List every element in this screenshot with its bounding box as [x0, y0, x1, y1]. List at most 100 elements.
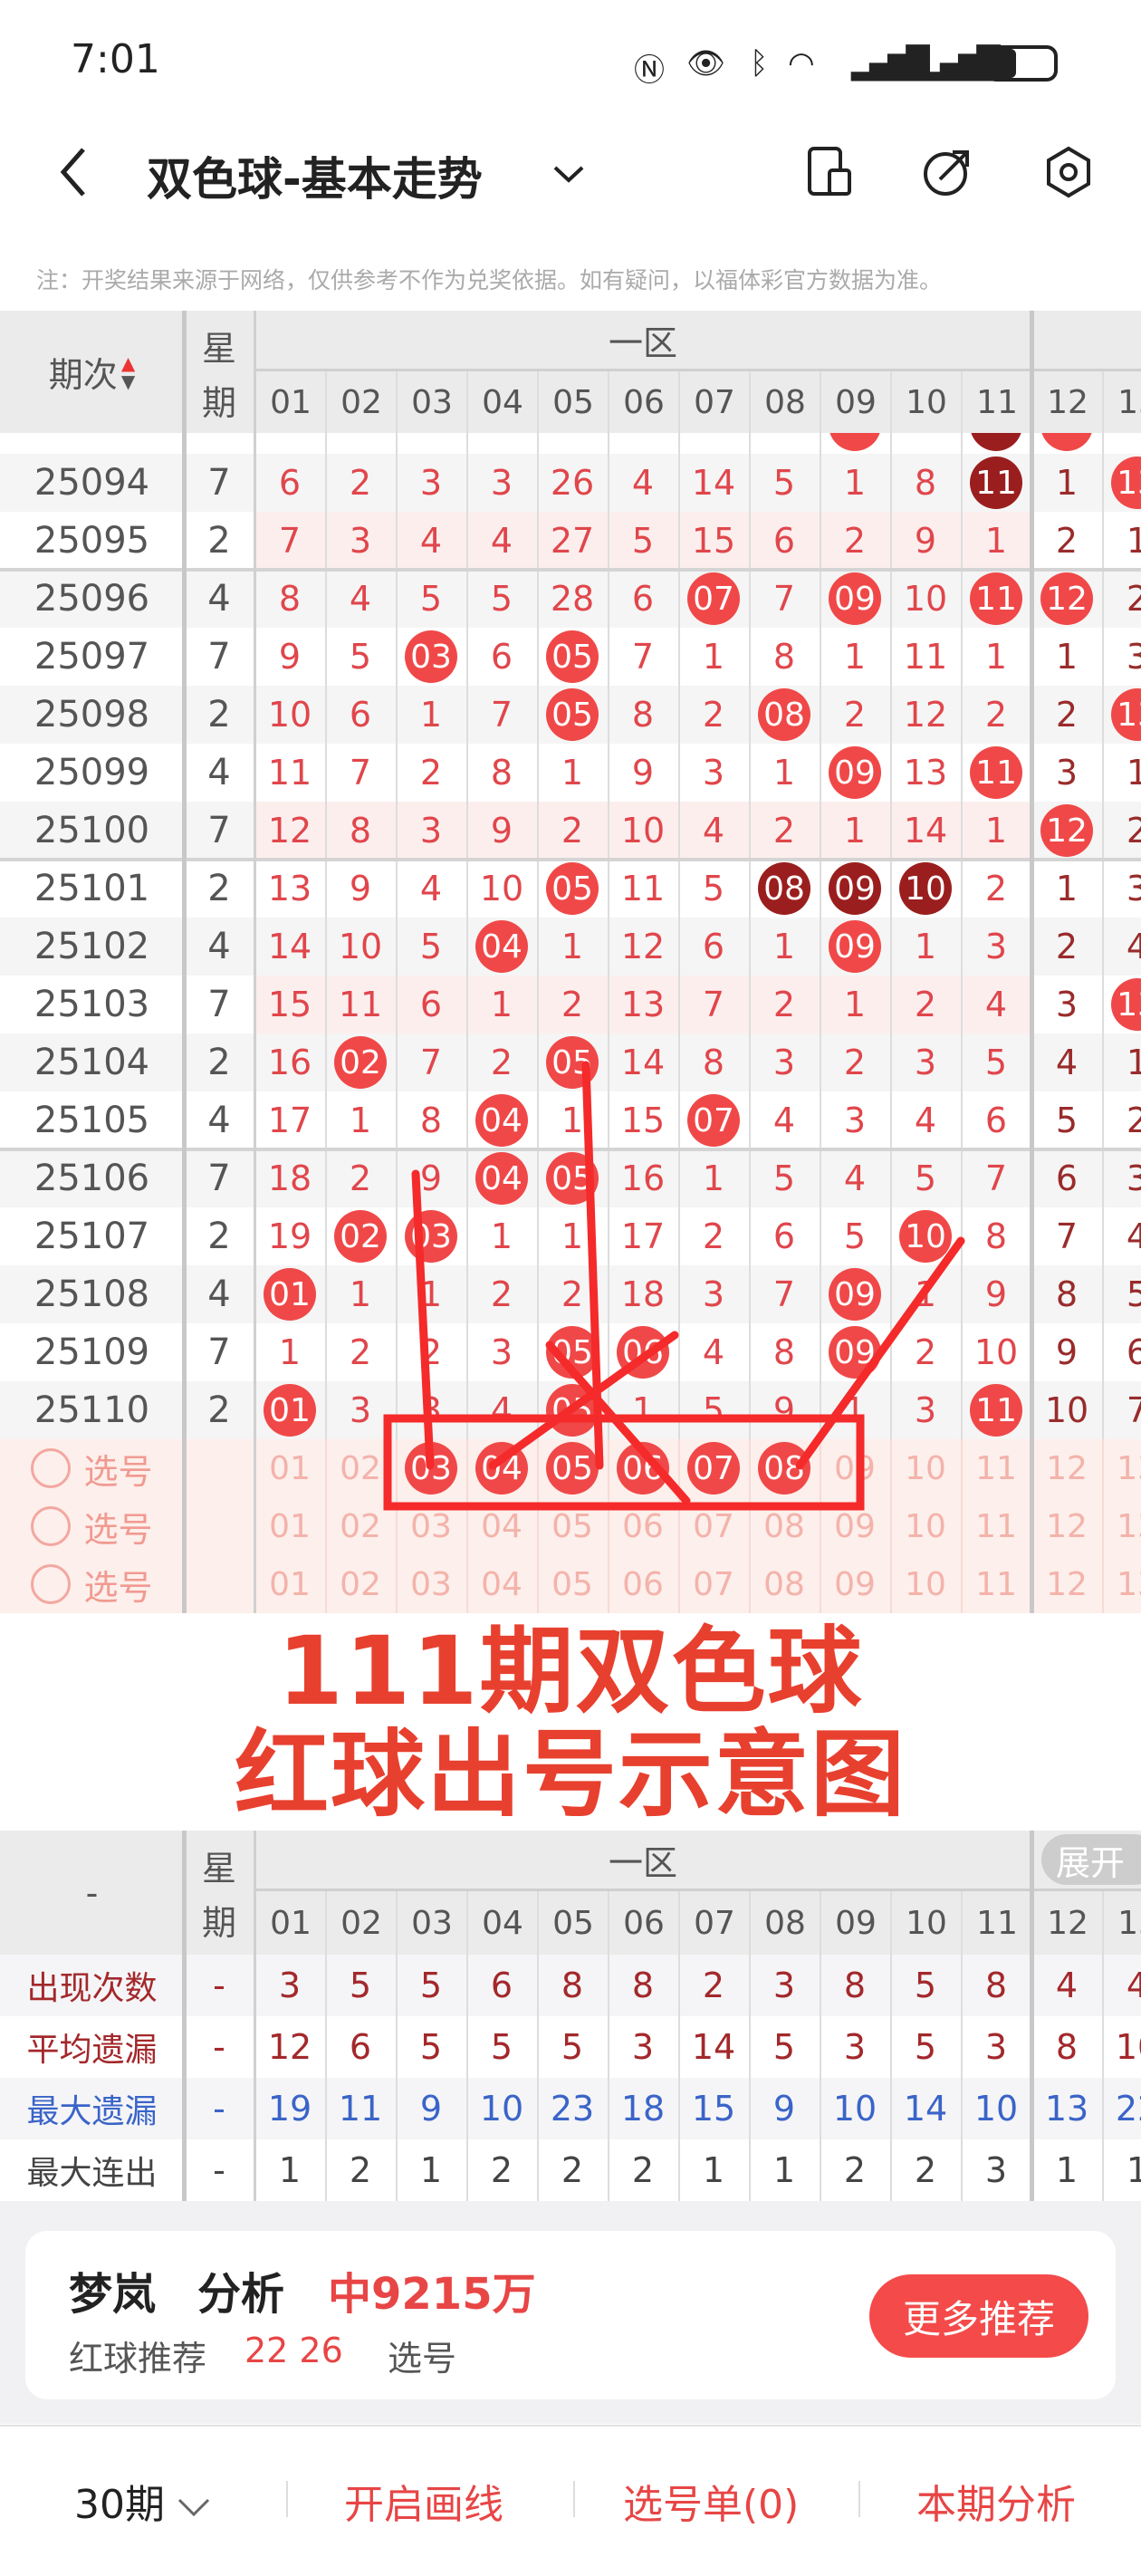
divider [396, 802, 398, 860]
select-number[interactable]: 06 [622, 1565, 664, 1603]
select-number[interactable]: 05 [551, 1507, 593, 1545]
radio-circle-icon[interactable] [31, 1506, 72, 1546]
period-analysis-button[interactable]: 本期分析 [916, 2482, 1076, 2528]
select-number[interactable]: 08 [763, 1565, 805, 1603]
omission-cell: 9 [984, 1274, 1008, 1314]
number-ball: 10 [890, 1207, 961, 1265]
divider [961, 1555, 963, 1613]
select-toggle[interactable]: 选号 [0, 1555, 184, 1613]
select-number[interactable]: 09 [834, 1449, 876, 1487]
select-number[interactable]: 09 [834, 1565, 876, 1603]
omission-cell: 1 [1126, 521, 1141, 561]
select-number[interactable]: 11 [975, 1565, 1017, 1603]
selected-ball[interactable]: 06 [617, 1442, 669, 1495]
selected-ball[interactable]: 03 [405, 1442, 457, 1495]
select-number[interactable]: 11 [975, 1507, 1017, 1545]
divider [537, 1207, 539, 1265]
select-number[interactable]: 07 [678, 1439, 749, 1497]
select-number[interactable]: 05 [551, 1565, 593, 1603]
omission-cell: 7 [772, 579, 796, 619]
omission-cell: 8 [702, 1043, 725, 1082]
select-number[interactable]: 03 [410, 1565, 452, 1603]
divider [325, 802, 327, 860]
expand-button[interactable]: 展开 [1041, 1834, 1141, 1885]
page-title[interactable]: 双色球-基本走势 [147, 153, 483, 206]
omission-cell: 2 [843, 521, 867, 561]
selected-ball[interactable]: 08 [758, 1442, 810, 1495]
select-number[interactable]: 07 [693, 1565, 734, 1603]
selected-ball[interactable]: 07 [687, 1442, 740, 1495]
settings-icon[interactable] [1041, 145, 1096, 199]
select-number[interactable]: 02 [340, 1565, 381, 1603]
pick-list-button[interactable]: 选号单(0) [623, 2482, 800, 2528]
select-number[interactable]: 08 [749, 1439, 820, 1497]
omission-cell: 1 [278, 1332, 302, 1372]
select-number[interactable]: 05 [537, 1439, 608, 1497]
select-number[interactable]: 04 [481, 1565, 523, 1603]
omission-cell: 6 [772, 521, 796, 561]
back-icon[interactable] [56, 145, 92, 199]
omission-cell: 7 [278, 521, 302, 561]
select-number[interactable]: 12 [1046, 1565, 1088, 1603]
period-count-select[interactable]: 30期 [74, 2472, 212, 2530]
select-number[interactable]: 07 [693, 1507, 734, 1545]
select-number[interactable]: 08 [763, 1507, 805, 1545]
select-number[interactable]: 10 [905, 1449, 946, 1487]
weekday-cell: 4 [207, 752, 231, 793]
divider [608, 512, 609, 570]
divider [325, 744, 327, 802]
weekday-cell: 2 [207, 868, 231, 909]
select-number[interactable]: 01 [269, 1565, 311, 1603]
number-ball: 11 [961, 454, 1031, 512]
omission-cell: 2 [843, 1043, 867, 1082]
selected-ball[interactable]: 04 [475, 1442, 528, 1495]
radio-circle-icon[interactable] [31, 1448, 72, 1488]
select-number[interactable]: 06 [608, 1439, 678, 1497]
select-number[interactable]: 02 [340, 1449, 381, 1487]
draw-lines-button[interactable]: 开启画线 [344, 2482, 503, 2528]
divider [1102, 918, 1104, 976]
select-number[interactable]: 01 [269, 1507, 311, 1545]
select-number[interactable]: 03 [410, 1507, 452, 1545]
omission-cell: 19 [267, 1216, 312, 1256]
sort-period-button[interactable]: 期次 ▲ ▼ [0, 311, 184, 433]
summary-value: 2 [490, 2150, 513, 2190]
select-number[interactable]: 04 [481, 1507, 523, 1545]
trend-table[interactable]: 2509476233264145181111325095273442751562… [0, 311, 1141, 1613]
more-recommend-button[interactable]: 更多推荐 [869, 2274, 1088, 2358]
select-number[interactable]: 11 [975, 1449, 1017, 1487]
select-number[interactable]: 01 [269, 1449, 311, 1487]
select-number[interactable]: 04 [466, 1439, 537, 1497]
selected-ball[interactable]: 05 [546, 1442, 599, 1495]
expert-card[interactable]: 梦岚 分析 中9215万 红球推荐 22 26 选号 更多推荐 [25, 2231, 1116, 2399]
summary-value: 10 [832, 2089, 877, 2129]
share-icon[interactable] [920, 145, 974, 199]
omission-cell: 1 [914, 1274, 937, 1314]
summary-value: 2 [843, 2150, 867, 2190]
select-number[interactable]: 10 [905, 1507, 946, 1545]
omission-cell: 3 [914, 1043, 937, 1082]
radio-circle-icon[interactable] [31, 1564, 72, 1604]
select-number[interactable]: 10 [905, 1565, 946, 1603]
select-toggle[interactable]: 选号 [0, 1497, 184, 1555]
pick-label[interactable]: 选号 [388, 2339, 457, 2379]
select-number[interactable]: 06 [622, 1507, 664, 1545]
omission-cell: 10 [267, 695, 312, 735]
select-toggle[interactable]: 选号 [0, 1439, 184, 1497]
device-icon[interactable] [804, 145, 855, 199]
select-number[interactable]: 12 [1046, 1507, 1088, 1545]
omission-cell: 5 [843, 1216, 867, 1256]
select-number[interactable]: 03 [396, 1439, 466, 1497]
omission-cell: 7 [490, 695, 513, 735]
chevron-down-icon[interactable] [551, 163, 587, 185]
select-number[interactable]: 09 [834, 1507, 876, 1545]
divider [749, 918, 751, 976]
select-number[interactable]: 13 [1117, 1565, 1141, 1603]
select-number[interactable]: 12 [1046, 1449, 1088, 1487]
period-cell: 25098 [34, 694, 150, 735]
select-number[interactable]: 13 [1117, 1449, 1141, 1487]
omission-cell: 9 [490, 811, 513, 851]
select-number[interactable]: 02 [340, 1507, 381, 1545]
divider [396, 454, 398, 512]
select-number[interactable]: 13 [1117, 1507, 1141, 1545]
